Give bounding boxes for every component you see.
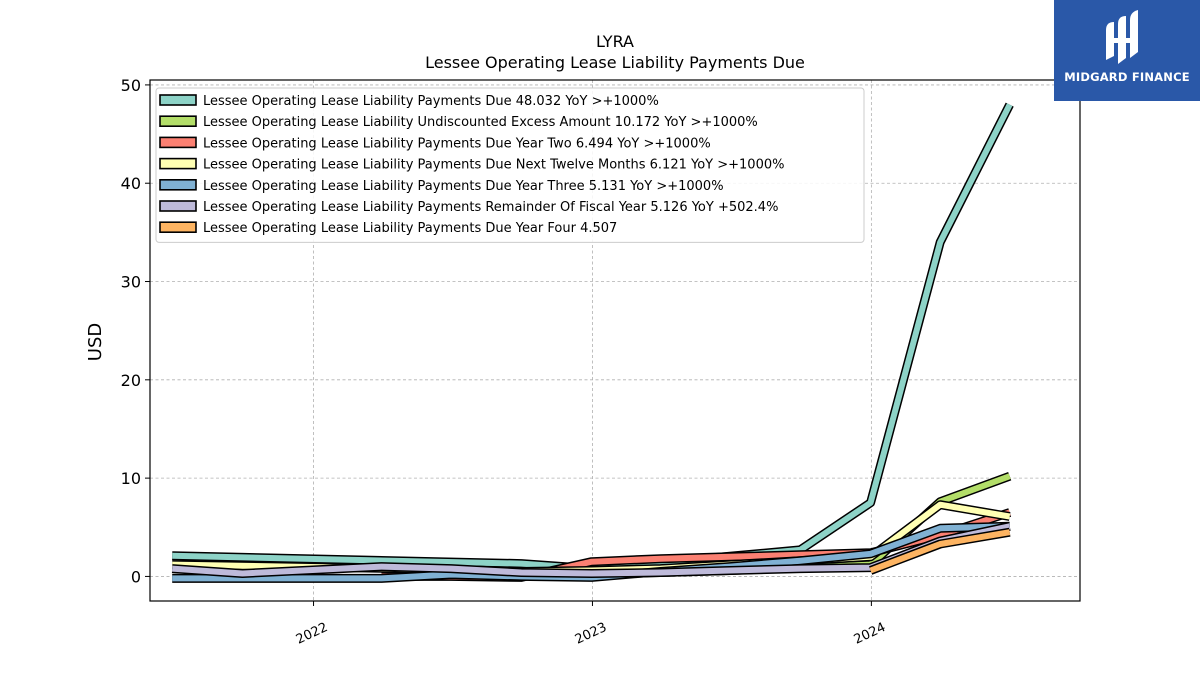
legend-swatch <box>159 94 197 106</box>
legend-swatch <box>159 200 197 212</box>
legend-item: Lessee Operating Lease Liability Undisco… <box>159 115 758 130</box>
y-tick-label: 50 <box>121 76 141 95</box>
legend-swatch <box>159 115 197 127</box>
legend-item: Lessee Operating Lease Liability Payment… <box>159 94 659 109</box>
legend-item: Lessee Operating Lease Liability Payment… <box>159 136 711 151</box>
legend-item: Lessee Operating Lease Liability Payment… <box>159 157 784 173</box>
chart-title: LYRA <box>596 32 634 51</box>
y-axis: 0 10 20 30 40 50 <box>121 76 150 586</box>
legend-label: Lessee Operating Lease Liability Payment… <box>203 200 778 215</box>
brand-logo: MIDGARD FINANCE <box>1054 0 1200 101</box>
legend-label: Lessee Operating Lease Liability Payment… <box>203 179 724 194</box>
legend-swatch <box>159 136 197 149</box>
x-tick-label: 2022 <box>294 620 330 648</box>
series-line <box>172 103 1013 572</box>
x-axis: 2022 2023 2024 <box>294 601 888 648</box>
x-tick-label: 2023 <box>573 620 609 648</box>
legend-label: Lessee Operating Lease Liability Payment… <box>203 158 784 173</box>
legend-item: Lessee Operating Lease Liability Payment… <box>159 200 778 215</box>
series-line <box>869 529 1011 574</box>
series-7 <box>868 527 1011 575</box>
y-tick-label: 0 <box>131 567 141 586</box>
legend-swatch <box>159 157 197 170</box>
legend-label: Lessee Operating Lease Liability Payment… <box>203 221 617 236</box>
y-axis-label: USD <box>85 323 106 361</box>
legend-box <box>155 87 865 243</box>
y-tick-label: 40 <box>121 174 141 193</box>
x-tick-label: 2024 <box>852 620 888 648</box>
legend-item: Lessee Operating Lease Liability Payment… <box>159 179 724 194</box>
midgard-logo-icon <box>1106 10 1138 64</box>
legend-label: Lessee Operating Lease Liability Payment… <box>203 136 711 151</box>
legend: Lessee Operating Lease Liability Payment… <box>155 87 865 243</box>
y-tick-label: 10 <box>121 469 141 488</box>
legend-item: Lessee Operating Lease Liability Payment… <box>159 221 617 236</box>
legend-label: Lessee Operating Lease Liability Payment… <box>203 94 659 109</box>
y-tick-label: 30 <box>121 273 141 292</box>
series-lines <box>171 102 1014 583</box>
legend-swatch <box>159 179 197 191</box>
legend-swatch <box>159 221 197 233</box>
series-1 <box>172 102 1014 574</box>
chart-subtitle: Lessee Operating Lease Liability Payment… <box>425 53 805 72</box>
plot-frame <box>149 79 1081 602</box>
legend-label: Lessee Operating Lease Liability Undisco… <box>203 115 758 130</box>
logo-text: MIDGARD FINANCE <box>1064 70 1190 84</box>
y-tick-label: 20 <box>121 371 141 390</box>
